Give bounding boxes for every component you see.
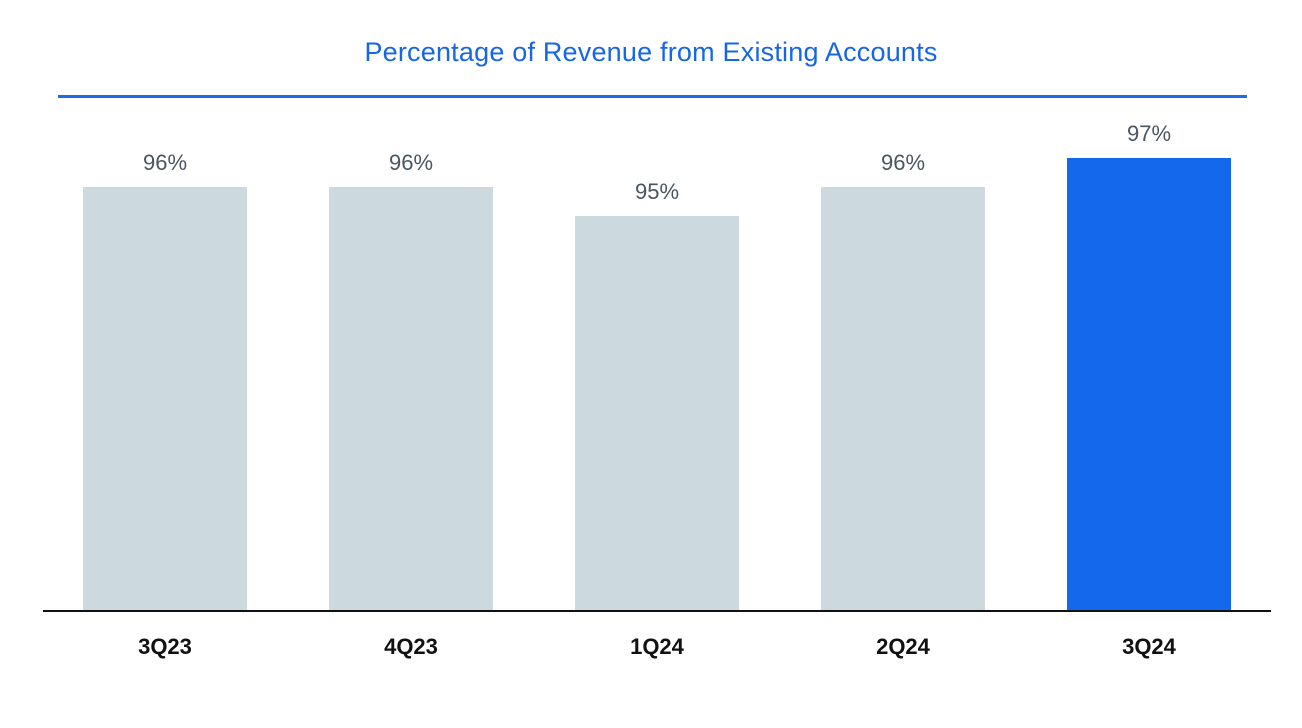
bar-4q23: [329, 187, 493, 611]
category-labels-group: 3Q23 4Q23 1Q24 2Q24 3Q24: [138, 634, 1177, 659]
bar-1q24: [575, 216, 739, 611]
bar-2q24: [821, 187, 985, 611]
value-label-2q24: 96%: [881, 150, 925, 175]
category-label-4q23: 4Q23: [384, 634, 438, 659]
bars-group: [83, 158, 1231, 611]
bar-3q23: [83, 187, 247, 611]
category-label-2q24: 2Q24: [876, 634, 931, 659]
category-label-3q24: 3Q24: [1122, 634, 1177, 659]
chart-title: Percentage of Revenue from Existing Acco…: [364, 37, 938, 67]
value-label-1q24: 95%: [635, 179, 679, 204]
value-labels-group: 96% 96% 95% 96% 97%: [143, 121, 1171, 204]
value-label-4q23: 96%: [389, 150, 433, 175]
value-label-3q23: 96%: [143, 150, 187, 175]
value-label-3q24: 97%: [1127, 121, 1171, 146]
category-label-1q24: 1Q24: [630, 634, 685, 659]
category-label-3q23: 3Q23: [138, 634, 192, 659]
bar-3q24: [1067, 158, 1231, 611]
title-underline: [58, 95, 1247, 98]
